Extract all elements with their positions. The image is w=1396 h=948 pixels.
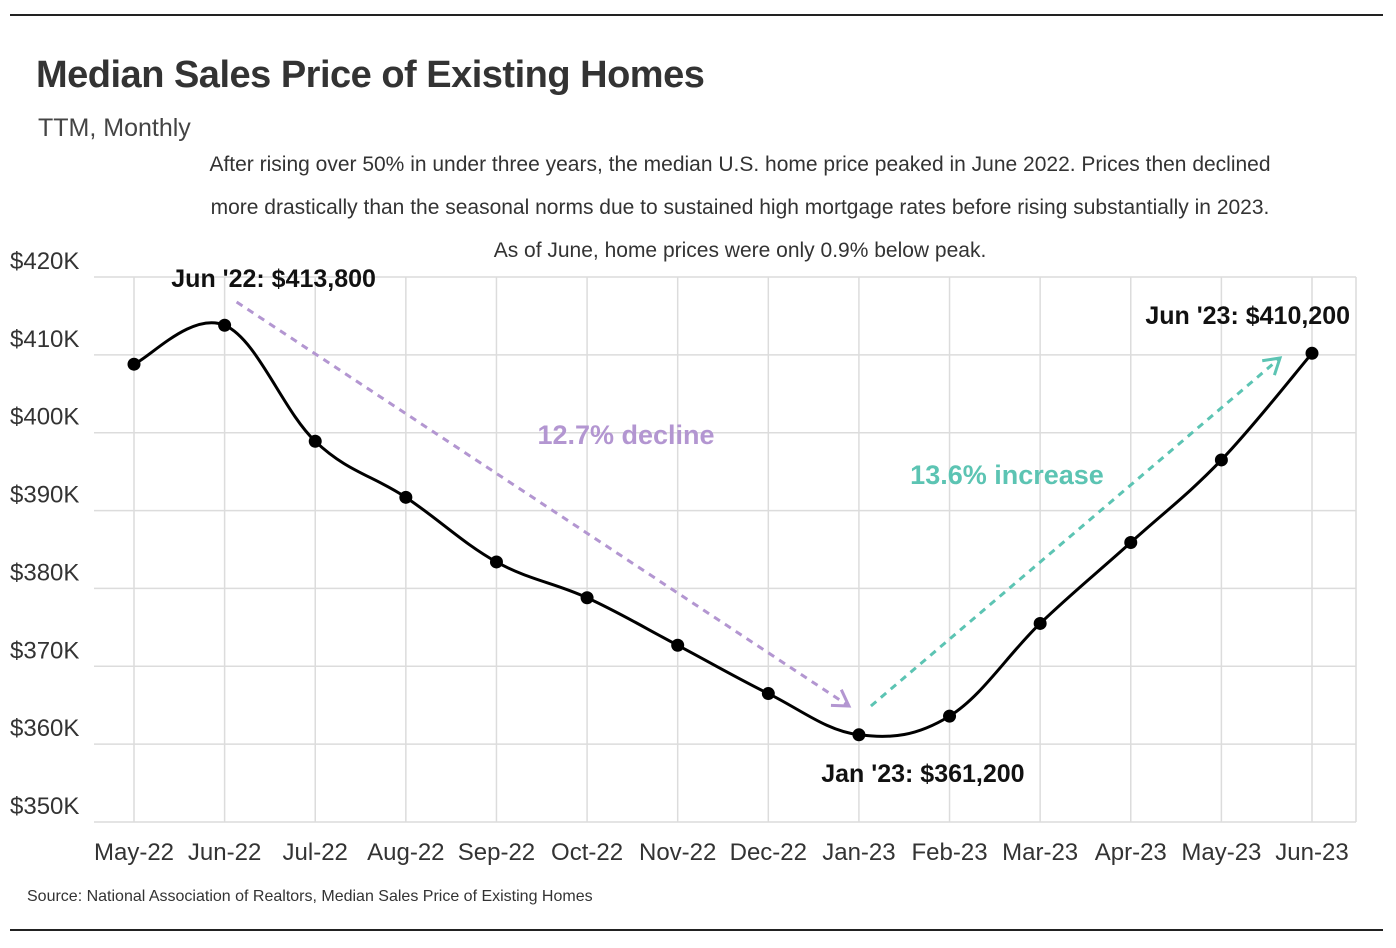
- data-point: [308, 434, 322, 448]
- data-point: [943, 709, 957, 723]
- x-tick-label: May-22: [94, 839, 174, 866]
- top-rule: [10, 14, 1383, 16]
- y-tick-label: $350K: [10, 793, 79, 820]
- data-point: [1124, 535, 1138, 549]
- y-tick-label: $360K: [10, 715, 79, 742]
- annotation-labels: 12.7% decline 13.6% increase Jun '22: $413…: [171, 265, 1350, 788]
- increase-label: 13.6% increase: [910, 460, 1104, 490]
- data-point: [399, 490, 413, 504]
- data-point: [761, 687, 775, 701]
- chart-title: Median Sales Price of Existing Homes: [36, 54, 705, 96]
- increase-arrow-shaft: [869, 356, 1281, 708]
- data-point: [218, 318, 232, 332]
- series-line-layer: [133, 321, 1314, 738]
- x-tick-label: Aug-22: [367, 839, 444, 866]
- x-tick-label: Jul-22: [283, 839, 348, 866]
- x-tick-label: Mar-23: [1002, 839, 1078, 866]
- data-point: [671, 638, 685, 652]
- trend-arrows: [235, 300, 1283, 708]
- point-annotation: Jun '22: $413,800: [171, 265, 376, 293]
- x-tick-label: Sep-22: [458, 839, 535, 866]
- bottom-rule: [10, 929, 1383, 931]
- decline-arrow-head: [830, 689, 852, 708]
- y-tick-label: $380K: [10, 559, 79, 586]
- chart-subtitle: TTM, Monthly: [38, 114, 191, 142]
- x-tick-label: Jan-23: [822, 839, 895, 866]
- point-annotation: Jan '23: $361,200: [821, 760, 1024, 788]
- decline-arrow: [235, 300, 852, 708]
- decline-label: 12.7% decline: [537, 420, 714, 450]
- x-tick-label: Nov-22: [639, 839, 716, 866]
- decline-arrow-shaft: [235, 300, 850, 708]
- increase-arrow-head: [1261, 356, 1283, 376]
- y-tick-label: $390K: [10, 482, 79, 509]
- data-point: [1033, 616, 1047, 630]
- data-points: [127, 318, 1319, 742]
- x-tick-label: Feb-23: [912, 839, 988, 866]
- point-annotation: Jun '23: $410,200: [1145, 302, 1350, 330]
- data-point: [127, 357, 141, 371]
- data-point: [1214, 453, 1228, 467]
- gridlines: [94, 276, 1357, 823]
- source-note: Source: National Association of Realtors…: [27, 888, 593, 905]
- data-point: [580, 591, 594, 605]
- series-line: [133, 321, 1314, 738]
- x-tick-label: May-23: [1181, 839, 1261, 866]
- data-point: [852, 728, 866, 742]
- axes: $420K $410K $400K $390K $380K $370K $360K $350K…: [10, 248, 1349, 866]
- x-tick-label: Jun-23: [1275, 839, 1348, 866]
- y-tick-label: $400K: [10, 404, 79, 431]
- data-point: [1305, 346, 1319, 360]
- y-tick-label: $410K: [10, 326, 79, 353]
- x-tick-label: Apr-23: [1095, 839, 1167, 866]
- y-tick-label: $370K: [10, 637, 79, 664]
- data-point: [489, 555, 503, 569]
- increase-arrow: [869, 356, 1283, 708]
- x-tick-label: Jun-22: [188, 839, 261, 866]
- x-tick-label: Dec-22: [730, 839, 807, 866]
- chart-description: After rising over 50% in under three yea…: [209, 153, 1271, 262]
- x-tick-label: Oct-22: [551, 839, 623, 866]
- y-tick-label: $420K: [10, 248, 79, 275]
